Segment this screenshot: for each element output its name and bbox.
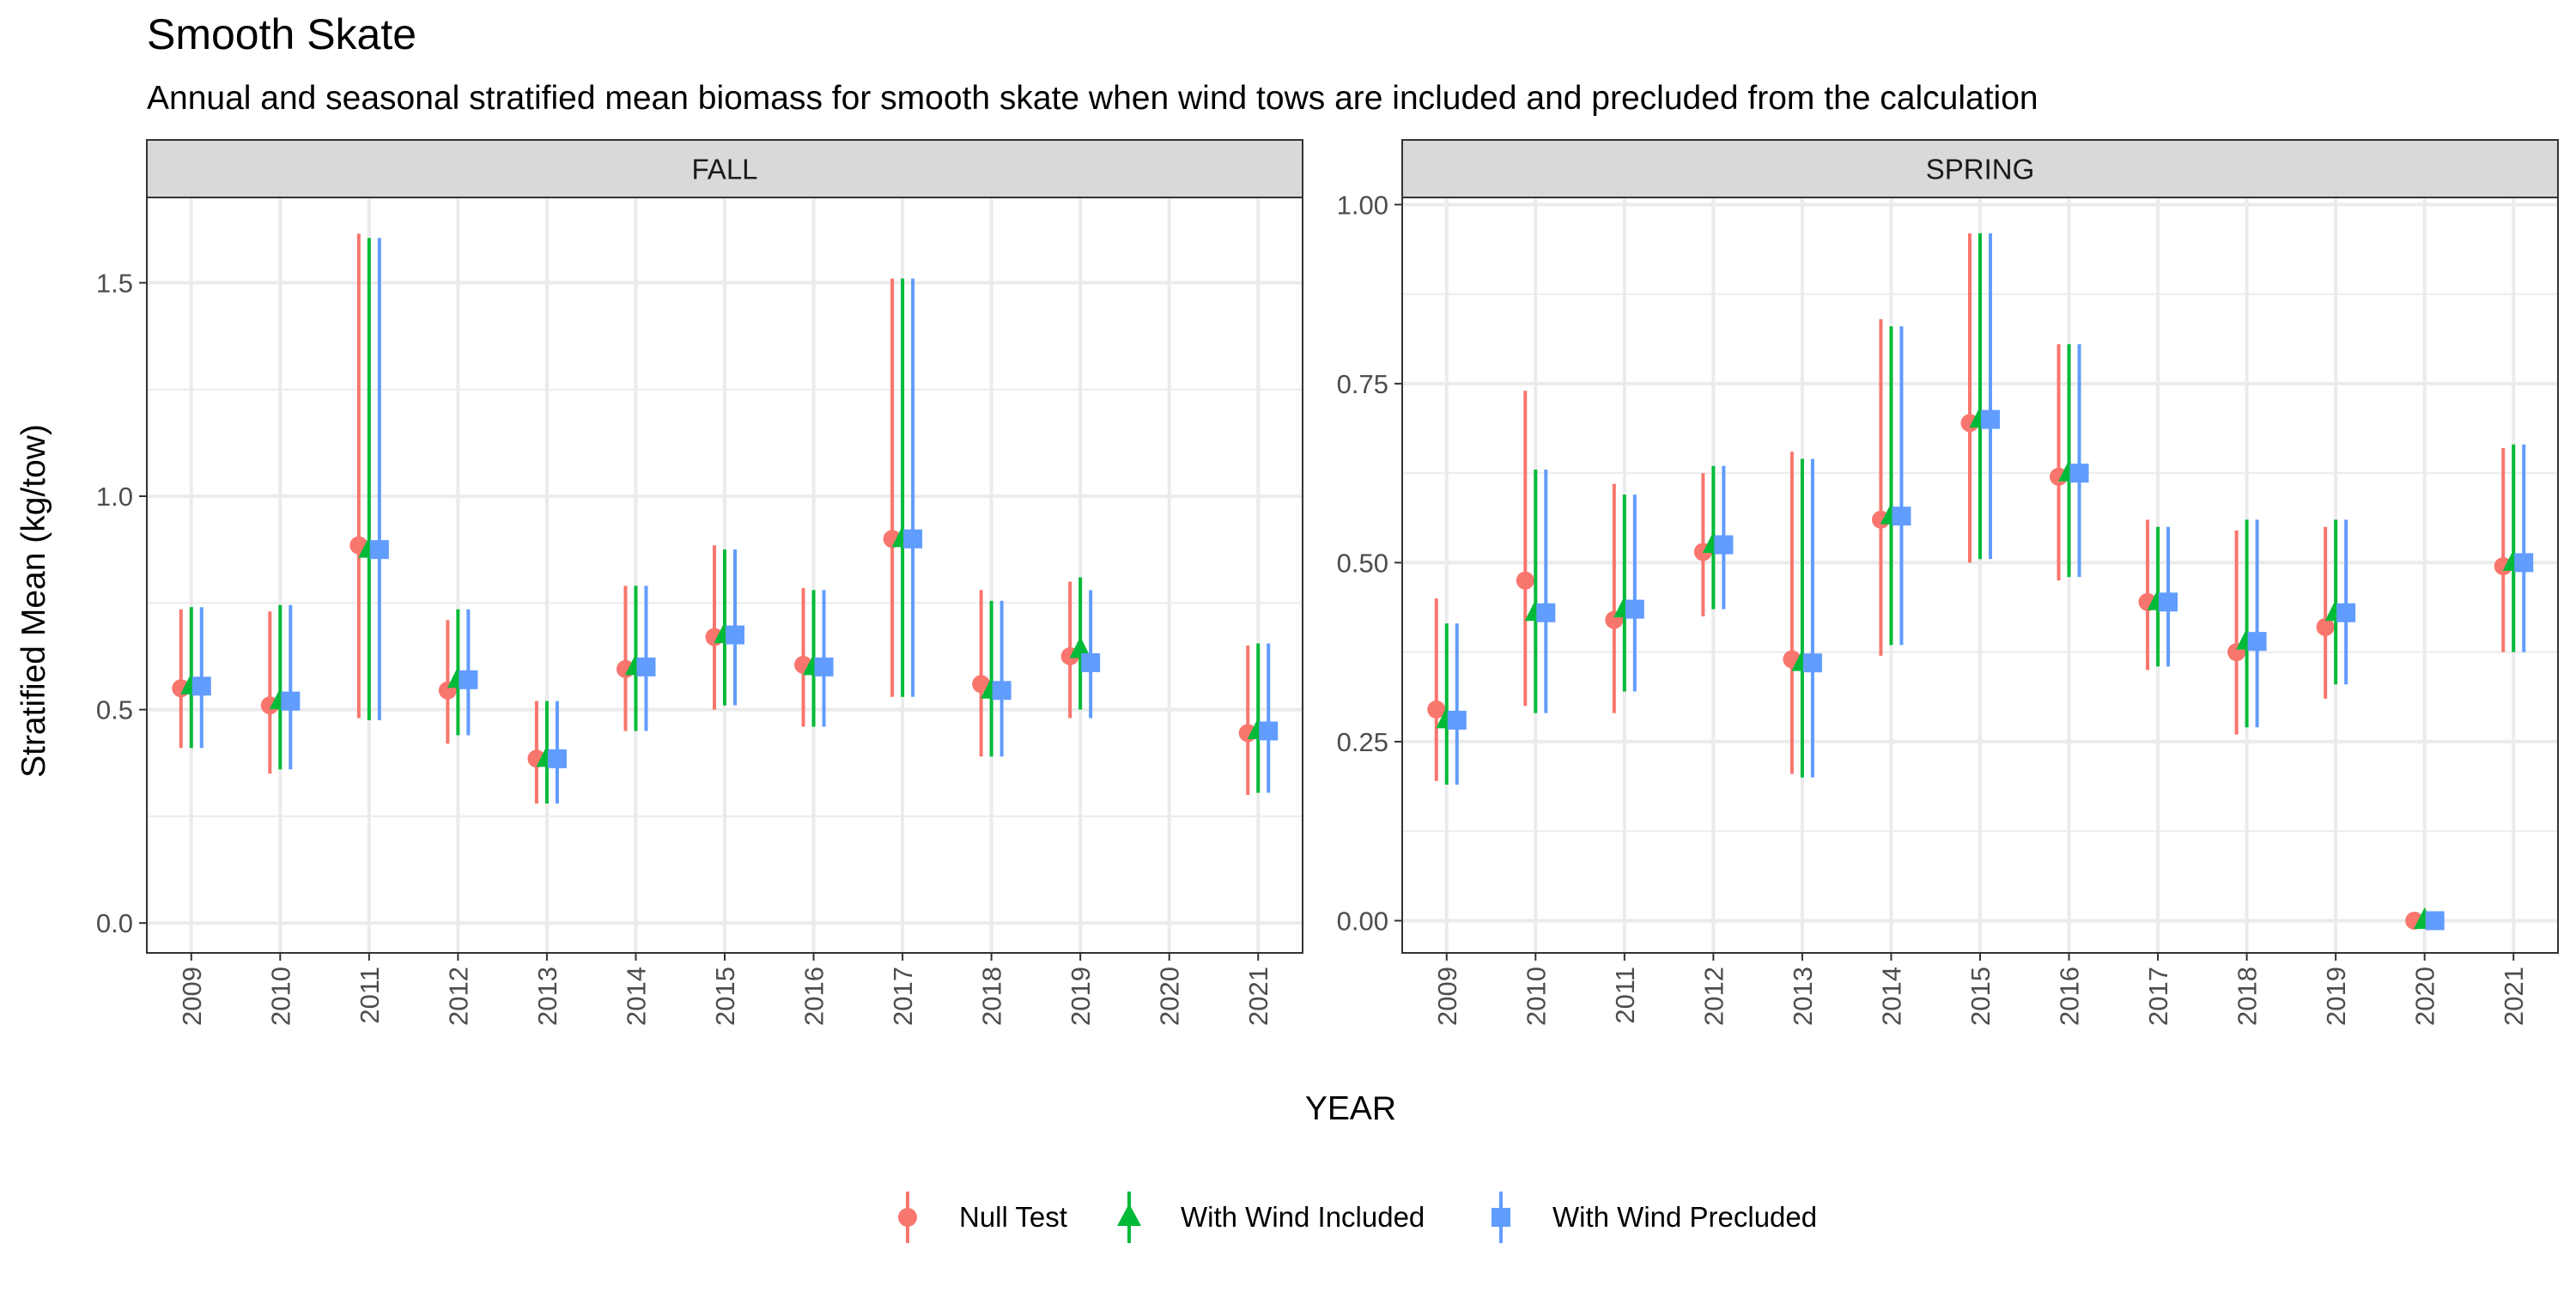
data-point-square: [1714, 535, 1734, 555]
chart-subtitle: Annual and seasonal stratified mean biom…: [147, 80, 2038, 117]
x-tick-label: 2012: [443, 967, 473, 1026]
data-point-circle: [972, 675, 991, 694]
x-tick-label: 2012: [1698, 967, 1728, 1026]
data-point-square: [369, 540, 389, 560]
panels-layer: FALL 0.0 0.5 1.0 1.5 2009 2010 2011 2012 2013 2014…: [96, 139, 2559, 1026]
x-tick-label: 2011: [355, 967, 385, 1024]
chart-title: Smooth Skate: [147, 10, 416, 58]
x-axis-label: YEAR: [1305, 1090, 1396, 1127]
data-point-square: [1536, 603, 1556, 622]
data-point-square: [2159, 592, 2178, 612]
x-tick-label: 2020: [1155, 967, 1185, 1026]
legend: Null Test With Wind Included With Wind Pre…: [898, 1192, 1817, 1243]
data-point-square: [1802, 653, 1822, 673]
data-point-square: [1625, 599, 1644, 619]
y-tick-label: 0.5: [96, 695, 133, 725]
y-tick-label: 0.75: [1337, 369, 1388, 399]
y-tick-label: 0.0: [96, 908, 133, 938]
facet-strip: [1401, 139, 2559, 198]
y-tick-label: 1.5: [96, 268, 133, 298]
legend-item-null-test: Null Test: [898, 1192, 1067, 1243]
legend-key-triangle: [1117, 1204, 1141, 1226]
legend-label: Null Test: [959, 1201, 1067, 1233]
data-point-square: [2514, 553, 2534, 573]
x-tick-label: 2017: [2143, 967, 2173, 1026]
data-point-square: [903, 529, 923, 549]
facet-strip-label: FALL: [691, 154, 757, 185]
data-point-square: [2425, 911, 2445, 931]
x-tick-label: 2016: [799, 967, 829, 1026]
series-null-test: [1427, 233, 2512, 930]
data-point-circle: [1516, 571, 1534, 590]
y-tick-label: 0.00: [1337, 906, 1388, 936]
legend-item-with-wind-included: With Wind Included: [1117, 1192, 1425, 1243]
y-tick-label: 1.0: [96, 482, 133, 512]
facet-strip: [146, 139, 1303, 198]
facet-strip-label: SPRING: [1926, 154, 2035, 185]
x-tick-label: 2010: [265, 967, 295, 1026]
data-point-square: [2247, 632, 2267, 652]
data-point-square: [1447, 710, 1467, 730]
x-tick-label: 2017: [888, 967, 918, 1026]
legend-item-with-wind-precluded: With Wind Precluded: [1492, 1192, 1817, 1243]
x-tick-label: 2011: [1610, 967, 1640, 1024]
legend-label: With Wind Included: [1181, 1201, 1425, 1233]
legend-key-square: [1492, 1208, 1510, 1227]
series-with-wind-precluded: [191, 238, 1279, 804]
y-tick-label: 1.00: [1337, 190, 1388, 220]
data-point-square: [2069, 464, 2089, 483]
data-point-square: [992, 681, 1012, 701]
x-tick-label: 2015: [1965, 967, 1996, 1026]
data-point-square: [459, 670, 478, 689]
x-tick-label: 2014: [621, 967, 651, 1026]
y-tick-label: 0.25: [1337, 727, 1388, 757]
x-tick-label: 2009: [1432, 967, 1462, 1026]
x-tick-label: 2018: [2233, 967, 2263, 1026]
x-tick-label: 2009: [177, 967, 207, 1026]
data-point-square: [547, 749, 567, 768]
x-tick-label: 2010: [1521, 967, 1551, 1026]
y-axis-label: Stratified Mean (kg/tow): [15, 424, 52, 778]
x-tick-label: 2013: [1788, 967, 1818, 1026]
data-point-triangle: [1069, 636, 1091, 658]
x-tick-label: 2020: [2410, 967, 2440, 1026]
x-tick-label: 2016: [2055, 967, 2085, 1026]
data-point-square: [281, 691, 301, 711]
x-tick-label: 2019: [2321, 967, 2351, 1026]
y-tick-label: 0.50: [1337, 548, 1388, 578]
x-tick-label: 2014: [1876, 967, 1906, 1026]
x-tick-label: 2021: [2499, 967, 2529, 1026]
x-tick-label: 2018: [977, 967, 1007, 1026]
data-point-square: [1259, 721, 1279, 741]
x-tick-label: 2021: [1243, 967, 1273, 1026]
panel-spring: SPRING 0.00 0.25 0.50 0.75 1.00 2009 2010 2011 20…: [1337, 139, 2559, 1026]
x-tick-label: 2015: [710, 967, 740, 1026]
series-with-wind-precluded: [1447, 233, 2534, 931]
data-point-circle: [1427, 700, 1446, 719]
data-point-square: [191, 676, 211, 696]
x-tick-label: 2019: [1066, 967, 1096, 1026]
legend-label: With Wind Precluded: [1552, 1201, 1817, 1233]
data-point-square: [1892, 506, 1911, 526]
x-tick-label: 2013: [532, 967, 562, 1026]
data-point-square: [2336, 603, 2356, 622]
legend-key-circle: [898, 1208, 917, 1227]
data-point-square: [814, 657, 834, 676]
data-point-square: [1081, 652, 1101, 672]
data-point-circle: [2316, 617, 2335, 636]
data-point-square: [726, 625, 744, 645]
data-point-square: [1981, 409, 2000, 429]
data-point-square: [636, 657, 656, 676]
panel-fall: FALL 0.0 0.5 1.0 1.5 2009 2010 2011 2012 2013 2014…: [96, 139, 1303, 1026]
